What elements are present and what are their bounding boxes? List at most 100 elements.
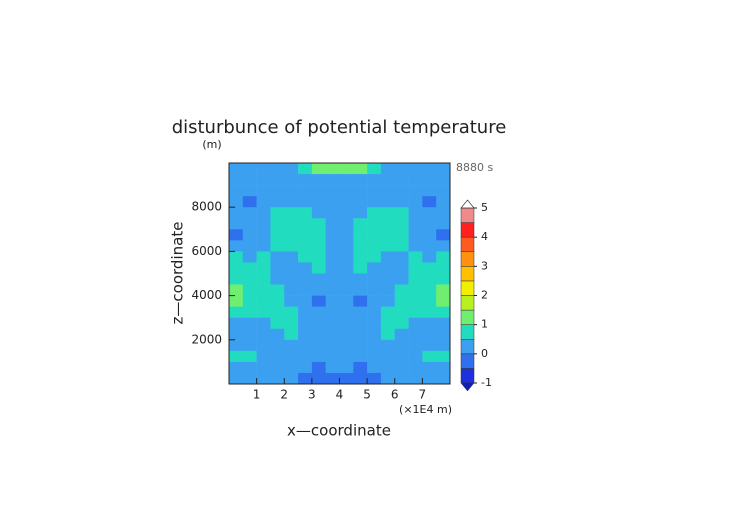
field-cell: [242, 163, 257, 175]
field-cell: [256, 339, 271, 352]
field-cell: [367, 295, 382, 307]
field-cell: [394, 328, 409, 341]
field-cell: [229, 218, 244, 230]
field-cell: [325, 284, 340, 296]
field-cell: [298, 317, 313, 330]
field-cell: [270, 196, 285, 208]
colorbar-tick-label: 0: [481, 347, 488, 360]
y-tick-label: 8000: [191, 200, 222, 214]
field-cell: [270, 339, 285, 352]
field-cell: [311, 174, 326, 186]
colorbar-band: [460, 324, 475, 340]
field-cell: [436, 207, 451, 219]
field-cell: [325, 372, 340, 385]
field-cell: [353, 317, 368, 330]
field-cell: [311, 251, 326, 263]
field-cell: [242, 185, 257, 197]
field-cell: [408, 295, 423, 307]
field-cell: [339, 328, 354, 341]
field-cell: [325, 196, 340, 208]
field-cell: [394, 306, 409, 318]
field-cell: [256, 273, 271, 285]
field-cell: [229, 284, 244, 296]
field-cell: [408, 218, 423, 230]
field-cell: [408, 163, 423, 175]
field-cell: [339, 251, 354, 263]
colorbar-tick-label: 5: [481, 201, 488, 214]
field-cell: [367, 229, 382, 241]
field-cell: [422, 185, 437, 197]
field-cell: [353, 262, 368, 274]
field-cell: [422, 196, 437, 208]
field-cell: [242, 196, 257, 208]
field-cell: [394, 163, 409, 175]
field-cell: [339, 229, 354, 241]
field-cell: [325, 339, 340, 352]
field-cell: [408, 306, 423, 318]
field-cell: [284, 361, 299, 374]
field-cell: [242, 339, 257, 352]
colorbar-over: [460, 199, 475, 209]
colorbar-band: [460, 368, 475, 384]
field-cell: [353, 163, 368, 175]
colorbar-tick-label: 2: [481, 289, 488, 302]
field-cell: [229, 361, 244, 374]
field-cell: [284, 350, 299, 363]
field-cell: [242, 218, 257, 230]
field-cell: [353, 273, 368, 285]
field-cell: [325, 218, 340, 230]
field-cell: [380, 207, 396, 219]
field-cell: [380, 273, 396, 285]
field-cell: [325, 174, 340, 186]
field-cell: [408, 361, 423, 374]
field-cell: [422, 328, 437, 341]
field-cell: [422, 207, 437, 219]
field-cell: [270, 251, 285, 263]
field-cell: [436, 229, 451, 241]
field-cell: [325, 262, 340, 274]
field-cell: [380, 339, 396, 352]
field-cell: [270, 262, 285, 274]
field-cell: [256, 229, 271, 241]
field-cell: [284, 306, 299, 318]
field-cell: [298, 328, 313, 341]
field-cell: [422, 240, 437, 252]
field-cell: [380, 328, 396, 341]
field-cell: [270, 273, 285, 285]
field-cell: [380, 317, 396, 330]
field-cell: [311, 262, 326, 274]
field-cell: [353, 372, 368, 385]
field-cell: [422, 163, 437, 175]
field-cell: [380, 372, 396, 385]
field-cell: [284, 317, 299, 330]
y-tick-label: 6000: [191, 244, 222, 258]
field-cell: [436, 306, 451, 318]
field-cell: [394, 218, 409, 230]
field-cell: [242, 284, 257, 296]
field-cell: [353, 229, 368, 241]
field-cell: [229, 306, 244, 318]
field-cell: [380, 240, 396, 252]
field-cell: [284, 284, 299, 296]
field-cell: [436, 372, 451, 385]
field-cell: [436, 339, 451, 352]
x-tick-label: 1: [253, 388, 261, 402]
field-cell: [256, 218, 271, 230]
field-cell: [408, 229, 423, 241]
colorbar-band: [460, 339, 475, 355]
field-cell: [242, 372, 257, 385]
field-cell: [256, 207, 271, 219]
field-cell: [408, 196, 423, 208]
field-cell: [311, 218, 326, 230]
field-cell: [367, 328, 382, 341]
field-cell: [256, 262, 271, 274]
x-axis-label: x—coordinate: [287, 422, 391, 440]
field: [229, 163, 451, 385]
field-cell: [367, 339, 382, 352]
field-cell: [284, 185, 299, 197]
field-cell: [242, 207, 257, 219]
field-cell: [256, 350, 271, 363]
field-cell: [270, 306, 285, 318]
field-cell: [339, 339, 354, 352]
